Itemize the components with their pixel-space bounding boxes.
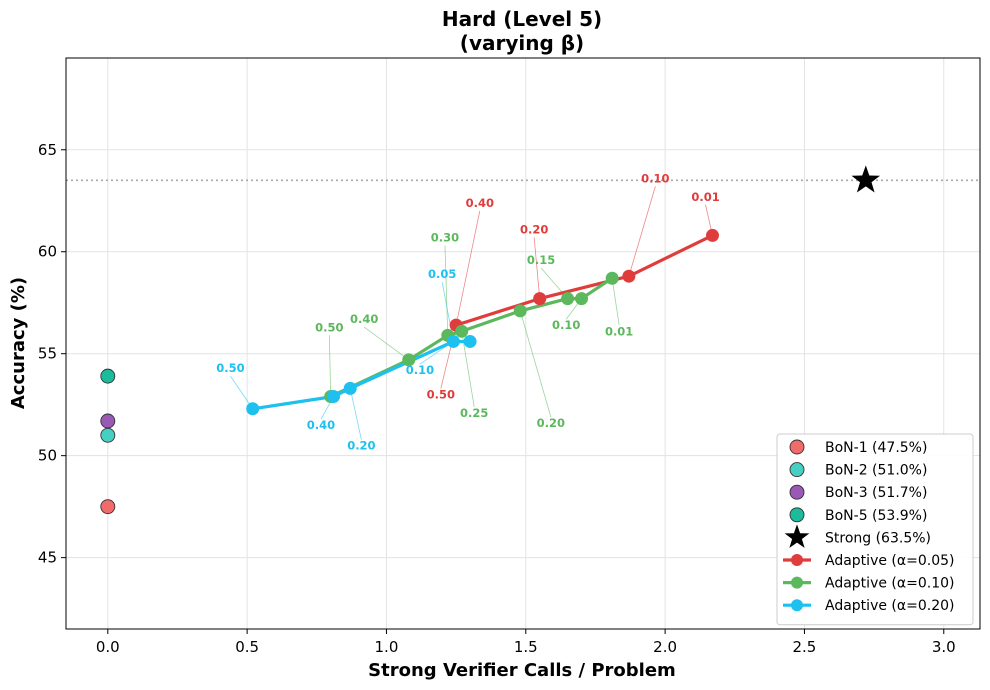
annotation-label: 0.15 — [527, 253, 555, 267]
legend-label: BoN-5 (53.9%) — [825, 508, 927, 524]
legend-marker — [791, 576, 803, 589]
legend-marker — [791, 554, 803, 566]
series-point-0 — [533, 292, 547, 306]
legend-marker — [784, 524, 810, 548]
annotation-label: 0.40 — [466, 196, 494, 210]
bon-point — [100, 499, 116, 515]
y-tick-label: 50 — [38, 447, 57, 465]
series-point-1 — [513, 304, 527, 318]
series-point-1 — [561, 292, 575, 306]
annotation-label: 0.20 — [347, 439, 375, 453]
legend-label: Adaptive (α=0.10) — [825, 576, 954, 592]
x-axis-label: Strong Verifier Calls / Problem — [368, 660, 676, 681]
annotation-label: 0.20 — [537, 416, 565, 430]
annotation-labels: 0.50 0.40 0.20 0.10 0.01 0.50 0.40 0.30 0.25 0.20… — [216, 171, 719, 452]
y-tick-label: 45 — [38, 549, 57, 567]
y-tick-label: 65 — [38, 141, 57, 159]
series-point-2 — [327, 390, 341, 404]
annotation-leader — [230, 375, 254, 409]
series-point-1 — [575, 292, 589, 306]
legend-label: Adaptive (α=0.05) — [825, 553, 954, 569]
series-point-2 — [343, 381, 357, 395]
series-point-2 — [463, 334, 477, 348]
x-tick-label: 1.5 — [514, 638, 538, 656]
annotation-label: 0.50 — [216, 361, 244, 375]
x-axis: 0.0 0.5 1.0 1.5 2.0 2.5 3.0 — [96, 629, 956, 656]
bon-point — [100, 368, 116, 384]
annotation-label: 0.10 — [552, 318, 580, 332]
series-point-0 — [705, 228, 719, 242]
series-point-2 — [246, 402, 260, 416]
annotation-leader — [628, 186, 656, 277]
annotation-leader — [455, 210, 481, 326]
annotation-leader — [349, 388, 362, 440]
series-point-2 — [446, 334, 460, 348]
bon-point — [100, 413, 116, 429]
y-tick-label: 60 — [38, 243, 57, 261]
series-point-0 — [622, 269, 636, 283]
x-tick-label: 2.5 — [793, 638, 817, 656]
legend-marker — [789, 462, 805, 478]
legend-label: BoN-2 (51.0%) — [825, 463, 927, 479]
x-tick-label: 2.0 — [653, 638, 677, 656]
annotation-label: 0.20 — [520, 222, 548, 236]
legend-marker — [789, 439, 805, 455]
legend-label: BoN-3 (51.7%) — [825, 485, 927, 501]
chart-subtitle: (varying β) — [460, 31, 584, 55]
annotation-leader — [533, 237, 541, 299]
annotation-label: 0.05 — [428, 267, 456, 281]
annotation-label: 0.25 — [460, 406, 488, 420]
x-tick-label: 1.0 — [375, 638, 399, 656]
annotation-label: 0.40 — [307, 418, 335, 432]
series-point-1 — [455, 324, 469, 338]
annotation-label: 0.01 — [691, 190, 719, 204]
y-tick-label: 55 — [38, 345, 57, 363]
annotation-label: 0.30 — [431, 231, 459, 245]
chart-title: Hard (Level 5) — [442, 7, 602, 31]
points-layer — [100, 165, 880, 515]
series-line-0 — [454, 233, 715, 327]
x-tick-label: 3.0 — [932, 638, 956, 656]
annotation-label: 0.10 — [406, 363, 434, 377]
series-point-1 — [605, 271, 619, 285]
legend-marker — [789, 507, 805, 523]
x-tick-label: 0.5 — [235, 638, 259, 656]
legend-label: Strong (63.5%) — [825, 530, 931, 546]
legend-marker — [789, 484, 805, 500]
annotation-leader — [519, 310, 552, 418]
annotation-label: 0.50 — [427, 388, 455, 402]
annotation-leader — [461, 331, 475, 407]
x-tick-label: 0.0 — [96, 638, 120, 656]
annotation-label: 0.01 — [605, 324, 633, 338]
annotation-label: 0.10 — [641, 171, 669, 185]
annotation-label: 0.40 — [350, 312, 378, 326]
annotation-leader — [363, 326, 409, 361]
strong-star-marker — [851, 165, 880, 193]
legend-label: Adaptive (α=0.20) — [825, 598, 954, 614]
annotation-label: 0.50 — [315, 320, 343, 334]
annotation-leader — [328, 335, 332, 397]
legend: BoN-1 (47.5%) BoN-2 (51.0%) BoN-3 (51.7%) B… — [776, 433, 974, 626]
y-axis-label: Accuracy (%) — [8, 277, 29, 409]
legend-box — [776, 433, 974, 626]
annotation-leader — [444, 245, 449, 336]
plot-frame — [65, 57, 981, 630]
bon-point — [100, 427, 116, 443]
series-point-1 — [402, 353, 416, 367]
legend-label: BoN-1 (47.5%) — [825, 440, 927, 456]
y-axis: 45 50 55 60 65 — [38, 141, 66, 567]
legend-marker — [791, 599, 803, 612]
annotation-leader — [611, 278, 620, 326]
